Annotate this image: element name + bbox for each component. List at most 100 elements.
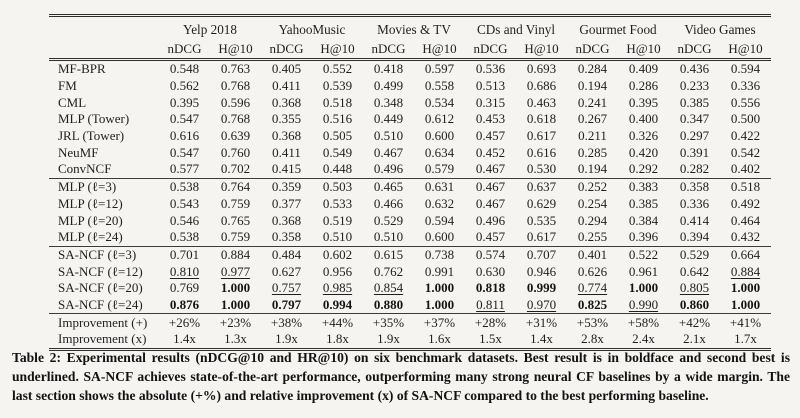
metric-value-cell: +31% <box>516 313 567 331</box>
metric-value-cell: 0.536 <box>475 61 506 77</box>
metric-value-cell: 0.326 <box>628 128 659 144</box>
metric-value-cell: 0.702 <box>220 161 251 177</box>
metric-value-cell: 0.597 <box>424 61 455 77</box>
metric-value-cell: 0.286 <box>628 78 659 94</box>
best-result-value: 0.994 <box>322 296 353 312</box>
metric-value-cell: 0.558 <box>424 78 455 94</box>
metric-value-cell: 0.884 <box>720 263 771 280</box>
table-row: NeuMF 0.547 0.760 0.411 0.549 0.467 0.634 0.452… <box>49 144 771 161</box>
best-result-value: 1.000 <box>424 280 455 296</box>
metric-value-cell: 0.522 <box>618 245 669 264</box>
metric-value-cell: 0.368 <box>271 212 302 228</box>
metric-value-cell: 0.415 <box>271 161 302 177</box>
metric-value-cell: 0.664 <box>720 245 771 264</box>
metric-value-cell: 0.547 <box>169 144 200 160</box>
metric-value-cell: 0.762 <box>373 263 404 279</box>
metric-value-cell: 0.368 <box>271 128 302 144</box>
metric-value-cell: 0.255 <box>577 229 608 245</box>
metric-header: H@10 <box>516 40 567 61</box>
metric-value-cell: 0.600 <box>424 128 455 144</box>
metric-value-cell: 0.463 <box>526 94 557 110</box>
best-result-value: 0.818 <box>475 280 506 296</box>
metric-value-cell: 1.4x <box>516 331 567 351</box>
best-result-value: 0.860 <box>679 296 710 312</box>
metric-value-cell: 0.315 <box>475 94 506 110</box>
metric-value-cell: 0.616 <box>169 128 200 144</box>
metric-value-cell: +58% <box>618 313 669 331</box>
model-label: MLP (ℓ=3) <box>49 177 159 196</box>
metric-value-cell: 0.629 <box>526 195 557 211</box>
metric-value-cell: 0.797 <box>261 297 312 314</box>
metric-value-cell: 0.385 <box>628 195 659 211</box>
metric-value-cell: 0.394 <box>679 229 710 245</box>
metric-value-cell: 0.549 <box>322 144 353 160</box>
metric-value-cell: 0.395 <box>628 94 659 110</box>
metric-value-cell: 0.686 <box>526 78 557 94</box>
metric-value-cell: 0.529 <box>669 245 720 264</box>
model-label: Improvement (x) <box>49 331 159 351</box>
metric-value-cell: 0.594 <box>424 212 455 228</box>
metric-value-cell: 0.420 <box>628 144 659 160</box>
metric-value-cell: 0.961 <box>628 263 659 279</box>
table-row: MLP (Tower) 0.547 0.768 0.355 0.516 0.449 0.61… <box>49 111 771 128</box>
table-row: MLP (ℓ=20) 0.546 0.765 0.368 0.519 0.529 0.594… <box>49 212 771 229</box>
metric-value-cell: 0.348 <box>373 94 404 110</box>
metric-value-cell: 0.693 <box>526 61 557 77</box>
table-row: ConvNCF 0.577 0.702 0.415 0.448 0.496 0.579 0.4… <box>49 161 771 178</box>
metric-value-cell: 0.946 <box>526 263 557 279</box>
metric-value-cell: +35% <box>363 313 414 331</box>
metric-value-cell: +44% <box>312 313 363 331</box>
best-result-value: 1.000 <box>730 296 761 312</box>
best-result-value: 1.000 <box>220 280 251 296</box>
metric-value-cell: 0.294 <box>577 212 608 228</box>
metric-value-cell: 0.402 <box>730 161 761 177</box>
metric-value-cell: 0.977 <box>210 263 261 280</box>
metric-value-cell: 0.577 <box>169 161 200 177</box>
metric-value-cell: 0.377 <box>271 195 302 211</box>
metric-value-cell: 0.267 <box>577 111 608 127</box>
model-label: MLP (Tower) <box>58 111 130 127</box>
metric-value-cell: 0.510 <box>373 128 404 144</box>
metric-value-cell: 1.000 <box>720 297 771 314</box>
model-label: Improvement (+) <box>49 313 159 331</box>
metric-value-cell: 0.411 <box>272 144 301 160</box>
metric-value-cell: 0.596 <box>220 94 251 110</box>
metric-value-cell: 0.529 <box>373 212 404 228</box>
metric-value-cell: 0.233 <box>679 78 710 94</box>
metric-value-cell: 0.448 <box>322 161 353 177</box>
metric-value-cell: 2.4x <box>618 331 669 351</box>
metric-value-cell: 0.617 <box>526 128 557 144</box>
metric-header: H@10 <box>210 40 261 61</box>
metric-value-cell: +38% <box>261 313 312 331</box>
metric-value-cell: 0.548 <box>169 61 200 77</box>
metric-value-cell: 0.618 <box>526 111 557 127</box>
model-label: CML <box>58 94 87 110</box>
metric-value-cell: 1.6x <box>414 331 465 351</box>
metric-value-cell: 0.810 <box>159 263 210 280</box>
model-label: ConvNCF <box>58 161 112 177</box>
metric-value-cell: 0.759 <box>220 195 251 211</box>
metric-value-cell: 0.358 <box>669 177 720 196</box>
metric-value-cell: +37% <box>414 313 465 331</box>
metric-header: nDCG <box>261 40 312 61</box>
metric-value-cell: 0.880 <box>363 297 414 314</box>
model-label: SA-NCF (ℓ=24) <box>58 296 143 312</box>
metric-value-cell: 0.811 <box>465 297 516 314</box>
metric-value-cell: 0.282 <box>679 161 710 177</box>
metric-value-cell: 0.518 <box>720 177 771 196</box>
metric-value-cell: 0.405 <box>271 61 302 77</box>
model-label: JRL (Tower) <box>58 128 125 144</box>
second-best-value: 0.805 <box>679 280 710 296</box>
metric-value-cell: 0.701 <box>159 245 210 264</box>
metric-value-cell: 2.1x <box>669 331 720 351</box>
metric-value-cell: 1.000 <box>720 280 771 297</box>
metric-value-cell: 0.539 <box>322 78 353 94</box>
metric-value-cell: 0.383 <box>618 177 669 196</box>
table-body: MF-BPR 0.548 0.763 0.405 0.552 0.418 0.597 0.53… <box>49 60 771 351</box>
second-best-value: 0.985 <box>322 280 353 296</box>
metric-value-cell: 0.639 <box>220 128 251 144</box>
metric-value-cell: 1.000 <box>414 297 465 314</box>
metric-value-cell: 0.533 <box>322 195 353 211</box>
metric-value-cell: 0.642 <box>679 263 710 279</box>
metric-value-cell: 0.453 <box>475 111 506 127</box>
